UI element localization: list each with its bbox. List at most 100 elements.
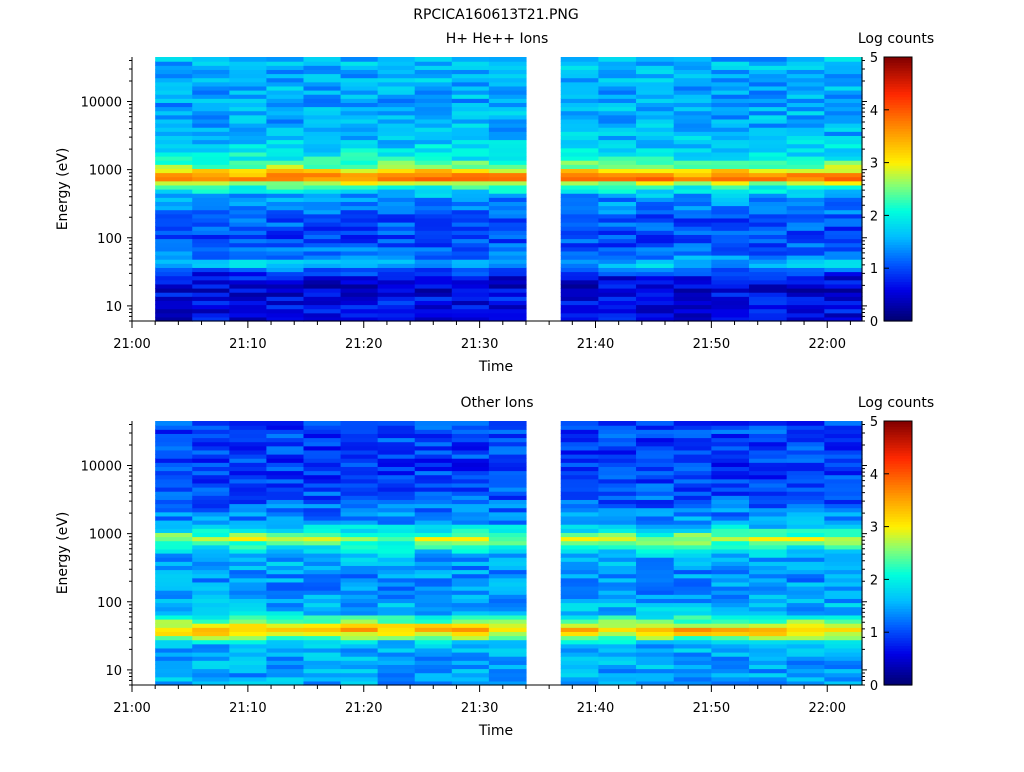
heatmap-cell (711, 437, 750, 443)
heatmap-cell (155, 250, 193, 256)
heatmap-cell (824, 449, 863, 455)
heatmap-cell (786, 176, 825, 182)
heatmap-cell (673, 65, 712, 70)
heatmap-cell (488, 462, 527, 467)
heatmap-cell (414, 445, 453, 451)
heatmap-cell (266, 499, 305, 505)
heatmap-cell (192, 445, 230, 451)
heatmap-cell (192, 139, 230, 145)
heatmap-cell (488, 267, 527, 273)
heatmap-cell (266, 478, 305, 484)
colorbar-segment (884, 112, 912, 116)
heatmap-cell (451, 156, 490, 161)
heatmap-cell (192, 470, 230, 476)
heatmap-cell (229, 226, 268, 231)
heatmap-cell (414, 577, 453, 583)
heatmap-cell (749, 528, 788, 533)
heatmap-cell (377, 77, 416, 83)
heatmap-cell (488, 569, 527, 575)
heatmap-cell (636, 478, 675, 484)
heatmap-cell (488, 478, 527, 484)
heatmap-cell (266, 561, 305, 566)
heatmap-cell (340, 234, 379, 240)
heatmap-cell (451, 614, 490, 620)
heatmap-cell (598, 557, 637, 562)
heatmap-cell (636, 312, 675, 318)
heatmap-cell (192, 296, 230, 301)
heatmap-cell (155, 308, 193, 314)
heatmap-cell (266, 193, 305, 198)
heatmap-cell (451, 454, 490, 459)
heatmap-cell (598, 668, 637, 674)
colorbar-segment (884, 603, 912, 607)
heatmap-cell (711, 536, 750, 542)
heatmap-cell (749, 437, 788, 443)
heatmap-cell (560, 676, 599, 682)
heatmap-cell (749, 454, 788, 459)
heatmap-cell (340, 127, 379, 132)
heatmap-cell (488, 172, 527, 178)
heatmap-cell (340, 172, 379, 178)
heatmap-cell (749, 184, 788, 190)
heatmap-cell (786, 189, 825, 194)
heatmap-cell (266, 288, 305, 293)
heatmap-cell (155, 57, 193, 62)
heatmap-cell (711, 217, 750, 223)
heatmap-cell (824, 454, 863, 459)
heatmap-cell (192, 180, 230, 186)
heatmap-cell (340, 474, 379, 480)
heatmap-cell (560, 441, 599, 447)
heatmap-cell (749, 627, 788, 632)
heatmap-cell (560, 296, 599, 301)
heatmap-cell (192, 73, 230, 79)
heatmap-cell (303, 184, 342, 190)
colorbar-segment (884, 289, 912, 293)
heatmap-cell (303, 553, 342, 558)
heatmap-cell (824, 184, 863, 190)
heatmap-cell (155, 213, 193, 219)
heatmap-cell (673, 102, 712, 108)
heatmap-cell (414, 652, 453, 657)
heatmap-cell (192, 98, 230, 103)
heatmap-cell (155, 279, 193, 285)
heatmap-cell (711, 275, 750, 281)
heatmap-cell (488, 515, 527, 521)
heatmap-cell (560, 201, 599, 207)
heatmap-cell (786, 454, 825, 459)
heatmap-cell (266, 631, 305, 637)
heatmap-cell (711, 279, 750, 285)
heatmap-cell (560, 540, 599, 546)
heatmap-cell (488, 110, 527, 116)
heatmap-cell (155, 437, 193, 443)
colorbar-segment (884, 674, 912, 678)
heatmap-cell (340, 57, 379, 62)
heatmap-cell (414, 114, 453, 120)
heatmap-cell (414, 660, 453, 665)
heatmap-cell (377, 292, 416, 297)
colorbar-tick-label: 1 (870, 626, 878, 641)
heatmap-cell (673, 594, 712, 599)
heatmap-cell (636, 114, 675, 120)
heatmap-cell (711, 65, 750, 70)
heatmap-cell (266, 230, 305, 235)
colorbar-segment (884, 281, 912, 285)
heatmap-cell (229, 209, 268, 215)
heatmap-cell (451, 102, 490, 108)
heatmap-cell (824, 656, 863, 661)
colorbar-segment (884, 568, 912, 573)
heatmap-cell (560, 180, 599, 186)
heatmap-cell (155, 445, 193, 451)
heatmap-cell (155, 565, 193, 571)
heatmap-cell (824, 474, 863, 480)
heatmap-cell (340, 308, 379, 314)
heatmap-cell (303, 660, 342, 665)
heatmap-cell (711, 147, 750, 153)
heatmap-cell (711, 660, 750, 665)
heatmap-cell (340, 441, 379, 447)
heatmap-cell (192, 503, 230, 509)
heatmap-cell (377, 528, 416, 533)
heatmap-cell (488, 664, 527, 670)
colorbar-segment (884, 431, 912, 435)
heatmap-cell (192, 631, 230, 637)
heatmap-cell (598, 449, 637, 455)
